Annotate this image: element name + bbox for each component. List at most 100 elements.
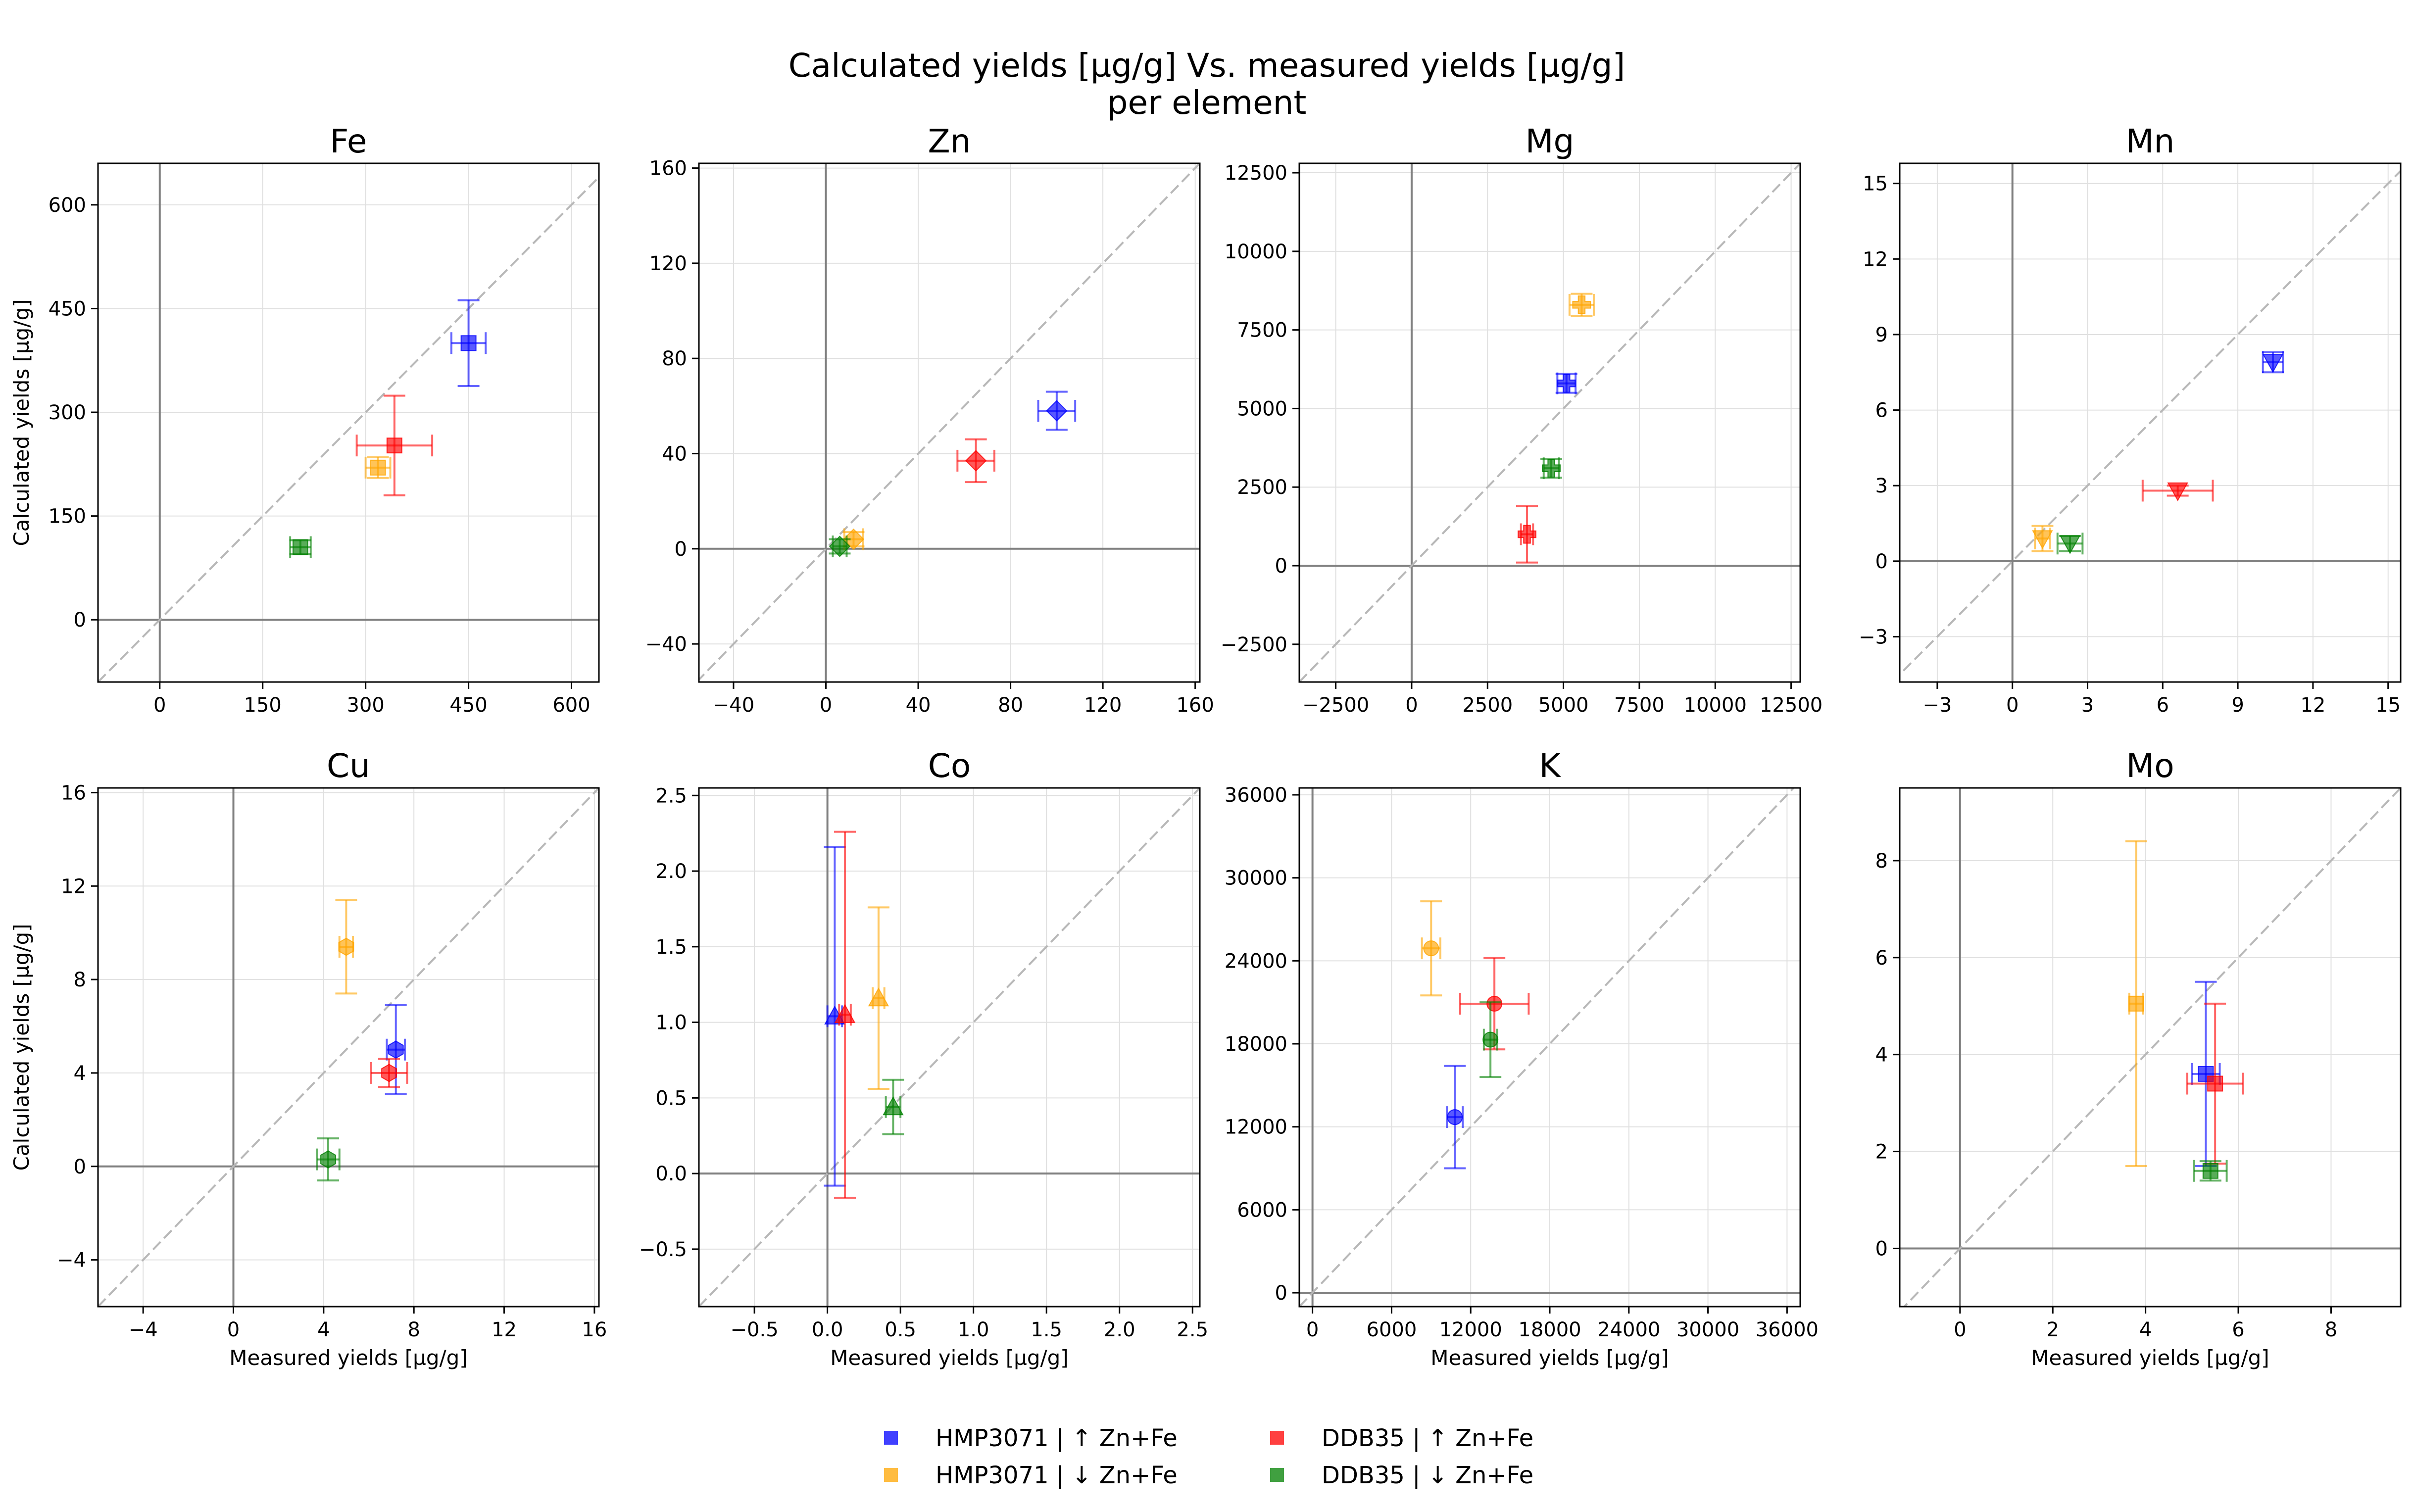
- y-tick-label: 4: [1875, 1044, 1888, 1067]
- y-tick-label: 18000: [1225, 1033, 1287, 1056]
- marker-HMP3071_up: [460, 335, 477, 351]
- y-tick-label: −4: [57, 1249, 86, 1272]
- marker-HMP3071_down: [2128, 995, 2144, 1012]
- x-tick-label: 160: [1176, 694, 1214, 717]
- marker-DDB35_down: [829, 536, 851, 557]
- panel-fe: 0 150 300 450 600 0 150 300 450 600 Fe Calculated y…: [9, 122, 600, 717]
- y-tick-label: 5000: [1237, 397, 1287, 420]
- y-tick-label: 7500: [1237, 319, 1287, 342]
- identity-line: [1299, 788, 1795, 1307]
- y-tick-label: 10000: [1225, 241, 1287, 263]
- legend: HMP3071 | ↑ Zn+Fe HMP3071 | ↓ Zn+Fe DDB35 …: [884, 1424, 1533, 1489]
- x-tick-label: 8: [407, 1318, 420, 1341]
- x-tick-label: 10000: [1684, 694, 1747, 717]
- marker-HMP3071_down: [868, 987, 889, 1007]
- y-tick-label: 12500: [1225, 162, 1287, 185]
- plot-area-zn: [699, 163, 1200, 682]
- legend-swatch: [1270, 1431, 1284, 1445]
- marker-DDB35_up: [834, 1004, 856, 1023]
- point-mo-HMP3071_up: [2191, 980, 2221, 1167]
- point-mg-HMP3071_up: [1555, 372, 1577, 394]
- x-tick-label: 0: [153, 694, 166, 717]
- x-tick-label: 2500: [1462, 694, 1513, 717]
- identity-line: [1903, 788, 2401, 1307]
- plot-area-cu: [98, 788, 599, 1307]
- x-tick-label: 3: [2081, 694, 2094, 717]
- y-tick-label: 0: [74, 609, 86, 632]
- point-fe-HMP3071_down: [364, 456, 392, 479]
- panel-title: Mo: [2126, 747, 2174, 785]
- y-tick-label: 30000: [1225, 867, 1287, 890]
- x-tick-label: 0: [1306, 1318, 1319, 1341]
- y-tick-label: 12: [61, 875, 86, 898]
- panel-title: Zn: [928, 122, 971, 160]
- y-tick-label: 600: [49, 194, 86, 217]
- marker-HMP3071_up: [1046, 400, 1068, 422]
- legend-entry-HMP3071_up: HMP3071 | ↑ Zn+Fe: [884, 1424, 1178, 1452]
- marker-HMP3071_down: [2032, 530, 2053, 549]
- identity-line: [699, 788, 1200, 1307]
- marker-DDB35_up: [2167, 482, 2188, 501]
- x-tick-label: 40: [906, 694, 931, 717]
- y-tick-label: 2: [1875, 1141, 1888, 1164]
- ticks-cu: −4 0 4 8 12 16 −4 0 4 8 12 16: [57, 781, 607, 1341]
- x-tick-label: 6000: [1367, 1318, 1417, 1341]
- point-zn-HMP3071_up: [1037, 390, 1077, 431]
- x-tick-label: 12500: [1760, 694, 1823, 717]
- y-tick-label: 0: [1275, 1282, 1287, 1305]
- y-tick-label: 8: [74, 969, 86, 991]
- x-tick-label: 6: [2232, 1318, 2244, 1341]
- axes-frame-zn: [698, 162, 1201, 683]
- identity-line: [98, 176, 599, 682]
- marker-HMP3071_up: [1557, 374, 1576, 393]
- legend-entry-DDB35_up: DDB35 | ↑ Zn+Fe: [1270, 1424, 1533, 1452]
- panel-cu: −4 0 4 8 12 16 −4 0 4 8 12 16 Cu Measured yields [µg/…: [9, 747, 607, 1370]
- x-tick-label: 120: [1084, 694, 1122, 717]
- y-tick-label: 0.5: [655, 1087, 687, 1110]
- marker-HMP3071_down: [1423, 940, 1439, 957]
- x-tick-label: 15: [2375, 694, 2401, 717]
- x-tick-label: −3: [1922, 694, 1952, 717]
- grid-co: [699, 788, 1200, 1307]
- x-tick-label: −4: [129, 1318, 158, 1341]
- y-tick-label: 2500: [1237, 476, 1287, 499]
- x-tick-label: 0.0: [812, 1318, 843, 1341]
- y-tick-label: 150: [49, 505, 86, 528]
- x-tick-label: 36000: [1756, 1318, 1819, 1341]
- point-mo-DDB35_up: [2186, 1002, 2244, 1165]
- y-tick-label: 0: [1275, 555, 1287, 578]
- x-tick-label: 4: [2139, 1318, 2152, 1341]
- panel-mo: 0 2 4 6 8 0 2 4 6 8 Mo Measured yields [µg/g]: [1875, 747, 2402, 1370]
- plot-area-fe: [98, 163, 599, 682]
- x-tick-label: 2.5: [1177, 1318, 1208, 1341]
- marker-HMP3071_up: [1447, 1109, 1463, 1125]
- x-tick-label: 2: [2046, 1318, 2059, 1341]
- marker-DDB35_up: [965, 450, 987, 472]
- identity-line: [98, 788, 599, 1307]
- point-cu-HMP3071_up: [385, 1004, 407, 1095]
- point-mg-DDB35_down: [1540, 457, 1563, 480]
- x-tick-label: 7500: [1614, 694, 1665, 717]
- point-k-HMP3071_up: [1444, 1065, 1466, 1170]
- x-tick-label: 0.5: [885, 1318, 916, 1341]
- point-mo-DDB35_down: [2193, 1160, 2228, 1182]
- legend-label: DDB35 | ↑ Zn+Fe: [1322, 1424, 1533, 1452]
- marker-HMP3071_down: [1572, 295, 1591, 314]
- legend-entry-HMP3071_down: HMP3071 | ↓ Zn+Fe: [884, 1462, 1178, 1489]
- x-tick-label: 8: [2325, 1318, 2337, 1341]
- grid-mo: [1900, 788, 2401, 1307]
- y-tick-label: 15: [1863, 173, 1888, 195]
- legend-label: HMP3071 | ↓ Zn+Fe: [936, 1462, 1178, 1489]
- x-tick-label: 12: [492, 1318, 517, 1341]
- point-k-HMP3071_down: [1420, 900, 1442, 997]
- y-tick-label: 80: [662, 347, 687, 370]
- y-tick-label: 160: [649, 157, 687, 180]
- marker-DDB35_down: [2059, 535, 2081, 554]
- x-tick-label: 6: [2157, 694, 2169, 717]
- x-axis-label: Measured yields [µg/g]: [830, 1346, 1068, 1370]
- identity-line: [1299, 163, 1800, 682]
- point-k-DDB35_down: [1479, 1001, 1502, 1078]
- y-tick-label: 0: [74, 1156, 86, 1178]
